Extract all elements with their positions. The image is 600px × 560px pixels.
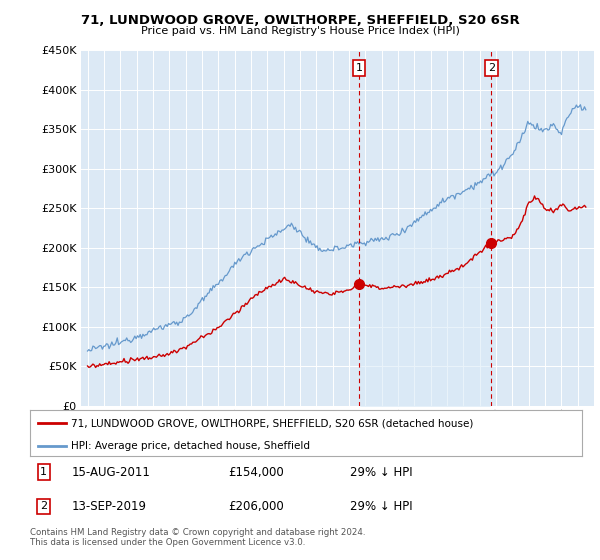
Text: 1: 1	[356, 63, 362, 73]
Text: Price paid vs. HM Land Registry's House Price Index (HPI): Price paid vs. HM Land Registry's House …	[140, 26, 460, 36]
Text: 29% ↓ HPI: 29% ↓ HPI	[350, 500, 413, 513]
Text: £154,000: £154,000	[229, 465, 284, 479]
Text: 29% ↓ HPI: 29% ↓ HPI	[350, 465, 413, 479]
Text: 1: 1	[40, 467, 47, 477]
Text: 2: 2	[488, 63, 495, 73]
Text: 71, LUNDWOOD GROVE, OWLTHORPE, SHEFFIELD, S20 6SR: 71, LUNDWOOD GROVE, OWLTHORPE, SHEFFIELD…	[80, 14, 520, 27]
Text: 2: 2	[40, 501, 47, 511]
Text: 13-SEP-2019: 13-SEP-2019	[71, 500, 146, 513]
Text: HPI: Average price, detached house, Sheffield: HPI: Average price, detached house, Shef…	[71, 441, 310, 451]
Text: Contains HM Land Registry data © Crown copyright and database right 2024.
This d: Contains HM Land Registry data © Crown c…	[30, 528, 365, 547]
Text: £206,000: £206,000	[229, 500, 284, 513]
Text: 71, LUNDWOOD GROVE, OWLTHORPE, SHEFFIELD, S20 6SR (detached house): 71, LUNDWOOD GROVE, OWLTHORPE, SHEFFIELD…	[71, 418, 474, 428]
Text: 15-AUG-2011: 15-AUG-2011	[71, 465, 150, 479]
